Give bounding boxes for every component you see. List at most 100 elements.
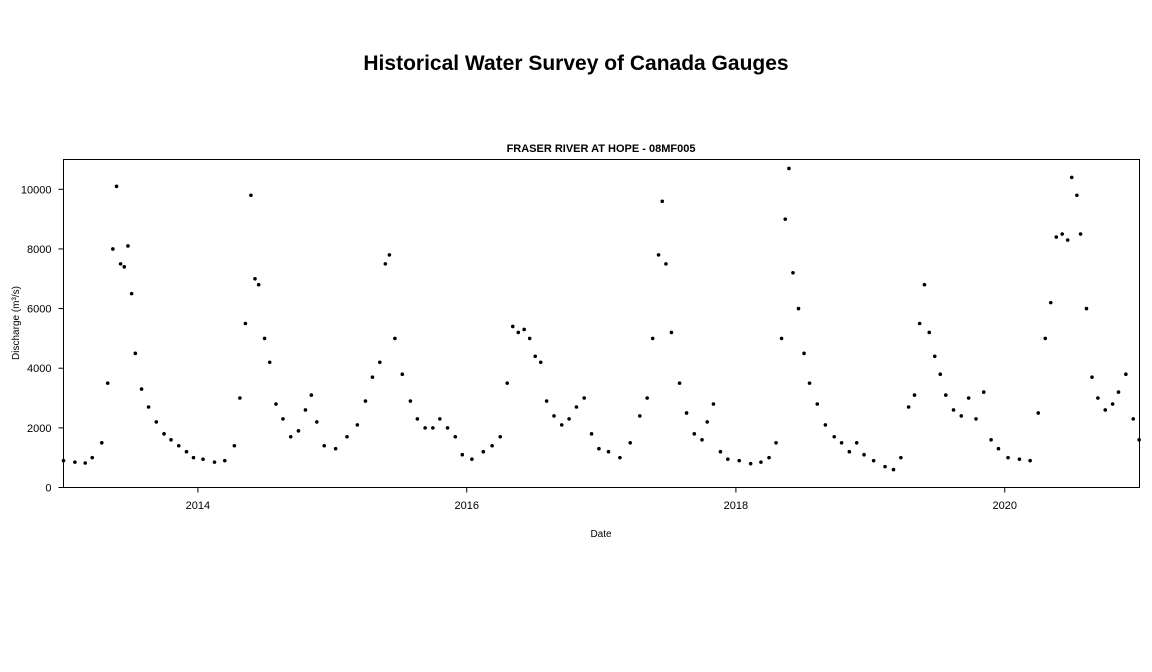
data-point <box>162 432 166 436</box>
data-point <box>393 336 397 341</box>
data-point <box>767 455 771 460</box>
data-point <box>791 271 795 275</box>
data-point <box>871 458 876 463</box>
data-point <box>705 420 709 424</box>
data-point <box>996 446 1001 451</box>
data-point <box>589 432 594 436</box>
data-point <box>176 443 181 448</box>
data-point <box>481 449 486 454</box>
data-point <box>823 423 828 427</box>
data-point <box>274 402 278 406</box>
data-point <box>355 423 360 427</box>
data-point <box>423 426 427 430</box>
data-point <box>1043 336 1048 341</box>
data-point <box>345 435 349 439</box>
data-point <box>684 411 689 415</box>
data-point <box>883 464 887 469</box>
data-point <box>891 467 896 472</box>
data-point <box>400 372 405 376</box>
data-point <box>315 420 319 424</box>
data-point <box>114 184 119 189</box>
data-point <box>249 193 253 198</box>
y-tick-label: 6000 <box>27 304 51 316</box>
data-point <box>839 440 844 445</box>
data-point <box>944 393 948 397</box>
data-point <box>61 458 66 463</box>
data-point <box>408 399 413 403</box>
data-point <box>552 414 556 418</box>
data-point <box>470 457 474 461</box>
data-point <box>460 452 465 457</box>
data-point <box>222 458 227 463</box>
data-point <box>774 440 778 445</box>
data-point <box>917 321 922 326</box>
data-point <box>212 460 217 464</box>
data-point <box>927 330 932 335</box>
data-point <box>363 399 368 403</box>
data-point <box>938 372 943 376</box>
data-point <box>559 423 564 427</box>
data-point <box>1090 375 1094 379</box>
data-points <box>61 166 1141 472</box>
data-point <box>303 408 308 412</box>
data-point <box>567 417 571 421</box>
x-tick-label: 2016 <box>454 500 478 512</box>
y-tick-label: 8000 <box>27 244 51 256</box>
data-point <box>445 426 450 430</box>
data-point <box>99 440 104 445</box>
x-axis-label: Date <box>590 529 612 540</box>
data-point <box>807 381 812 385</box>
data-point <box>105 381 110 385</box>
data-point <box>122 265 127 269</box>
data-point <box>490 443 494 448</box>
data-point <box>118 262 123 266</box>
data-point <box>959 414 964 418</box>
data-point <box>1048 300 1053 305</box>
data-point <box>922 282 927 287</box>
data-point <box>1028 458 1032 463</box>
data-point <box>510 324 515 329</box>
data-point <box>281 417 285 421</box>
data-point <box>1137 437 1141 442</box>
data-point <box>656 253 661 257</box>
x-tick-label: 2014 <box>186 500 210 512</box>
data-point <box>262 336 267 341</box>
data-point <box>533 354 538 359</box>
page-title: Historical Water Survey of Canada Gauges <box>363 52 789 75</box>
data-point <box>139 387 144 391</box>
data-point <box>932 354 937 359</box>
data-point <box>133 351 138 356</box>
data-point <box>238 396 242 400</box>
data-point <box>527 336 532 341</box>
data-point <box>1084 306 1089 311</box>
data-point <box>815 402 820 406</box>
data-point <box>1078 232 1083 236</box>
data-point <box>862 452 866 457</box>
data-point <box>90 455 95 460</box>
data-point <box>597 446 601 451</box>
data-point <box>645 396 649 400</box>
data-point <box>201 457 205 461</box>
data-point <box>498 435 503 439</box>
data-point <box>387 253 392 257</box>
data-point <box>574 405 579 409</box>
data-point <box>169 437 173 442</box>
data-point <box>383 262 388 266</box>
data-point <box>966 396 971 400</box>
data-point <box>974 417 978 421</box>
data-point <box>184 449 189 454</box>
data-point <box>637 414 642 418</box>
data-point <box>505 381 510 385</box>
y-tick-label: 2000 <box>27 423 51 435</box>
data-point <box>700 437 704 442</box>
data-point <box>267 360 272 365</box>
y-tick-label: 4000 <box>27 363 51 375</box>
data-point <box>618 455 622 460</box>
data-point <box>126 244 130 248</box>
data-point <box>692 432 697 436</box>
data-point <box>832 435 837 439</box>
data-point <box>453 435 458 439</box>
data-point <box>802 351 806 356</box>
data-point <box>191 455 196 460</box>
data-point <box>1006 455 1010 460</box>
